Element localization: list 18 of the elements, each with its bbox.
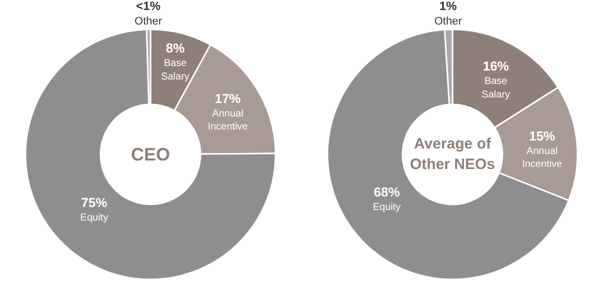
slice-label: Other [434,15,462,28]
data-label: 17% [214,91,242,106]
data-label: <1% [136,0,161,13]
data-label: 8% [166,40,186,56]
slice-label: Equity [372,202,401,213]
slice-label: Annual Incentive [208,108,248,133]
slice-label: Base Salary [161,58,190,82]
text: Average of Other NEOs [410,136,496,174]
data-label: 68% [374,184,400,200]
text: CEO [130,144,170,164]
slice-label: Annual Incentive [522,146,563,170]
slice-label: Other [134,15,162,28]
data-label: 75% [81,195,108,210]
data-label: 15% [529,128,556,144]
slice-label: Base Salary [482,76,510,100]
data-label: 16% [482,58,510,74]
data-label: 1% [439,0,458,13]
slice-label: Equity [80,212,108,224]
